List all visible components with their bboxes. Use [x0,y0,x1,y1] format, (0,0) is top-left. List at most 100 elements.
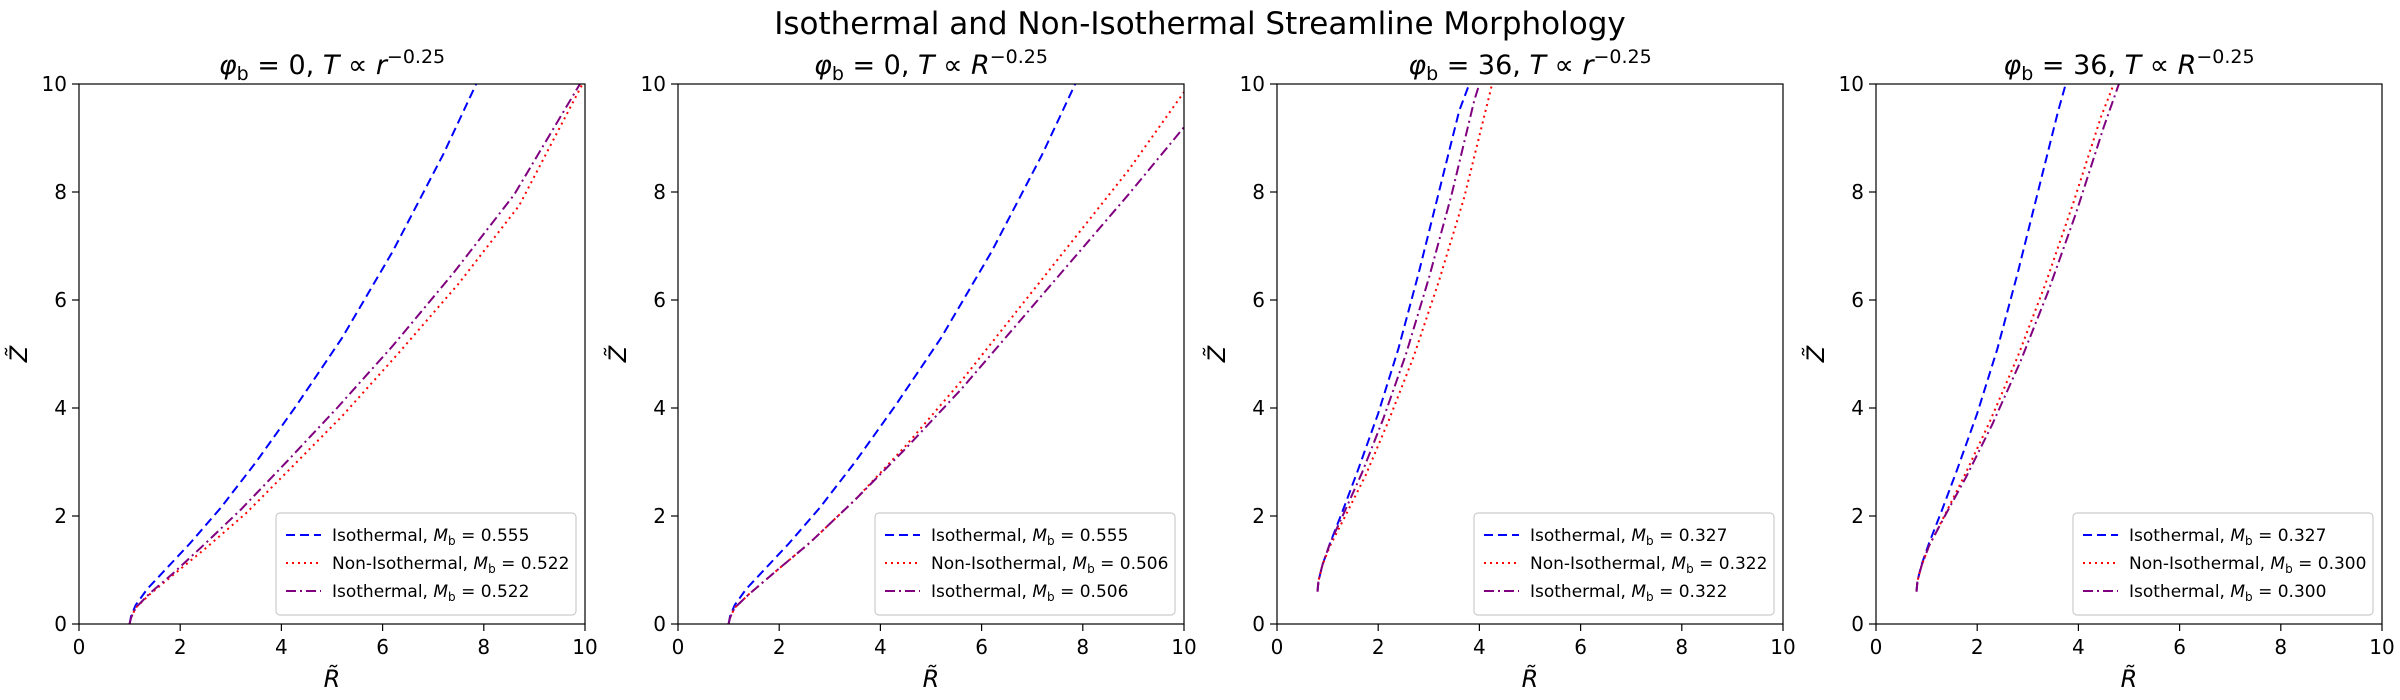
x-tick-label: 2 [773,635,786,659]
x-tick-label: 6 [975,635,988,659]
x-axis-label: R̃ [923,665,940,693]
plot-frame [78,83,586,625]
legend-entry-3: Isothermal, Mb = 0.506 [931,582,1128,604]
panel-2: 0 2 4 6 8 10 0 2 4 6 8 10 R̃ Z̃ φb = 0, T ∝ R−0.25 Isot… [604,46,1197,693]
figure-title: Isothermal and Non-Isothermal Streamline… [774,6,1626,42]
series-line-3 [727,126,1184,624]
y-axis-label: Z̃ [5,345,33,363]
y-tick-label: 10 [42,72,67,96]
y-tick-label: 0 [653,612,666,636]
legend-entry-1: Isothermal, Mb = 0.555 [332,526,529,548]
x-tick-label: 8 [477,635,490,659]
x-tick-label: 0 [1271,635,1284,659]
legend-box [1473,512,1775,616]
legend-entry-3: Isothermal, Mb = 0.522 [332,582,529,604]
y-tick-label: 0 [54,612,67,636]
legend: Isothermal, Mb = 0.327 Non-Isothermal, Mb… [1473,512,1775,616]
y-tick-label: 10 [641,72,666,96]
legend-box [874,512,1176,616]
panel-3: 0 2 4 6 8 10 0 2 4 6 8 10 R̃ Z̃ φb = 36, T ∝ r−0.25 Iso… [1203,46,1796,693]
series-line-1 [1316,84,1471,592]
x-axis-label: R̃ [1522,665,1539,693]
x-tick-label: 4 [275,635,288,659]
panel-title: φb = 0, T ∝ R−0.25 [814,46,1048,85]
legend-entry-2: Non-Isothermal, Mb = 0.522 [332,554,569,576]
legend: Isothermal, Mb = 0.555 Non-Isothermal, Mb… [874,512,1176,616]
series-line-2 [1915,84,2115,592]
y-tick-label: 4 [1252,396,1265,420]
x-tick-label: 10 [1770,635,1795,659]
series-line-3 [1915,84,2120,592]
series-line-2 [128,84,584,624]
series-line-2 [727,91,1184,624]
legend-entry-1: Isothermal, Mb = 0.327 [2129,526,2326,548]
legend-entry-1: Isothermal, Mb = 0.555 [931,526,1128,548]
series-line-1 [128,84,478,624]
x-tick-label: 0 [1870,635,1883,659]
x-tick-label: 2 [1372,635,1385,659]
x-tick-label: 4 [874,635,887,659]
plot-frame [1875,83,2383,625]
series-line-1 [1915,84,2067,592]
x-axis-label: R̃ [324,665,341,693]
legend-entry-3: Isothermal, Mb = 0.300 [2129,582,2326,604]
y-tick-label: 2 [1851,504,1864,528]
legend-entry-2: Non-Isothermal, Mb = 0.322 [1530,554,1767,576]
series-line-3 [128,84,581,624]
legend-entry-3: Isothermal, Mb = 0.322 [1530,582,1727,604]
x-tick-label: 2 [174,635,187,659]
x-tick-label: 4 [1473,635,1486,659]
x-tick-label: 8 [2274,635,2287,659]
y-tick-label: 8 [653,180,666,204]
legend-entry-1: Isothermal, Mb = 0.327 [1530,526,1727,548]
y-tick-label: 4 [54,396,67,420]
legend-box [2072,512,2374,616]
y-tick-label: 8 [54,180,67,204]
y-axis-label: Z̃ [604,345,632,363]
y-tick-label: 4 [653,396,666,420]
panel-1: 0 2 4 6 8 10 0 2 4 6 8 10 R̃ Z̃ φb = 0, T ∝ r−0.25 Isot… [5,46,598,693]
plot-frame [677,83,1185,625]
series-line-3 [1316,84,1481,592]
y-tick-label: 6 [653,288,666,312]
x-tick-label: 10 [1171,635,1196,659]
y-tick-label: 6 [54,288,67,312]
y-tick-label: 8 [1252,180,1265,204]
x-tick-label: 0 [73,635,86,659]
panel-title: φb = 36, T ∝ R−0.25 [2003,46,2254,85]
panel-title: φb = 36, T ∝ r−0.25 [1408,46,1651,85]
y-axis-label: Z̃ [1802,345,1830,363]
series-line-1 [727,84,1077,624]
y-tick-label: 10 [1240,72,1265,96]
y-tick-label: 2 [54,504,67,528]
y-tick-label: 6 [1851,288,1864,312]
plot-frame [1276,83,1784,625]
legend-entry-2: Non-Isothermal, Mb = 0.300 [2129,554,2366,576]
x-tick-label: 6 [2173,635,2186,659]
y-tick-label: 8 [1851,180,1864,204]
y-tick-label: 4 [1851,396,1864,420]
x-tick-label: 6 [376,635,389,659]
panel-4: 0 2 4 6 8 10 0 2 4 6 8 10 R̃ Z̃ φb = 36, T ∝ R−0.25 Iso… [1802,46,2395,693]
x-axis-label: R̃ [2121,665,2138,693]
x-tick-label: 4 [2072,635,2085,659]
legend-entry-2: Non-Isothermal, Mb = 0.506 [931,554,1168,576]
y-tick-label: 2 [1252,504,1265,528]
legend-box [275,512,577,616]
x-tick-label: 8 [1076,635,1089,659]
x-tick-label: 6 [1574,635,1587,659]
y-tick-label: 6 [1252,288,1265,312]
x-tick-label: 8 [1675,635,1688,659]
legend: Isothermal, Mb = 0.327 Non-Isothermal, Mb… [2072,512,2374,616]
y-axis-label: Z̃ [1203,345,1231,363]
y-tick-label: 0 [1252,612,1265,636]
y-tick-label: 2 [653,504,666,528]
x-tick-label: 10 [2369,635,2394,659]
panel-title: φb = 0, T ∝ r−0.25 [219,46,445,85]
x-tick-label: 2 [1971,635,1984,659]
x-tick-label: 10 [572,635,597,659]
x-tick-label: 0 [672,635,685,659]
y-tick-label: 10 [1839,72,1864,96]
